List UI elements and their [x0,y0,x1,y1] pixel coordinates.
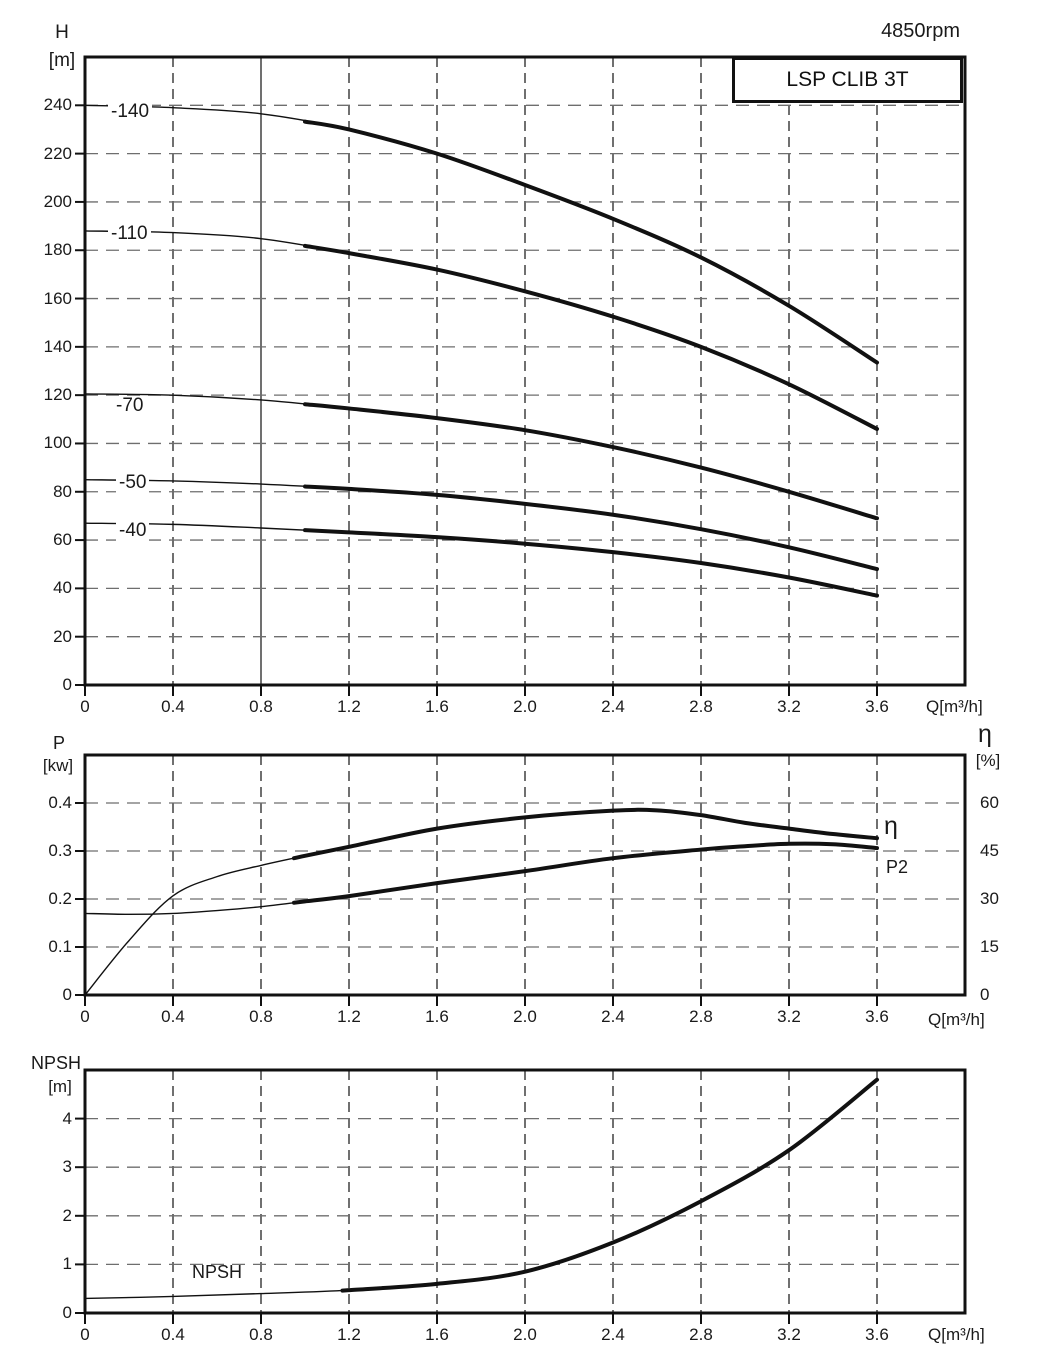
y-tick-label: 0.1 [48,937,72,956]
y-tick-label: 100 [43,433,72,453]
x-tick-label: 1.6 [425,1007,449,1026]
x-tick-label: 2.4 [601,1325,625,1344]
y-tick-label: 60 [53,530,72,550]
x-tick-label: 3.2 [777,1007,801,1026]
x-tick-label: 0 [80,697,90,716]
y-tick-label: 160 [43,288,72,308]
y-right-tick-label: 0 [980,985,990,1004]
curve-label-50: -50 [116,473,150,493]
y-tick-label: 0 [62,1303,72,1322]
y-tick-label: 80 [53,481,72,501]
x-tick-label: 3.6 [865,697,889,716]
x-tick-label: 0.8 [249,697,273,716]
y-tick-label: 0 [62,985,72,1004]
efficiency-axis-name: η [978,720,992,748]
npsh-xaxis-label: Q[m³/h] [928,1325,985,1344]
y-tick-label: 0.2 [48,889,72,908]
rpm-label: 4850rpm [881,20,960,42]
x-tick-label: 0.4 [161,1007,185,1026]
efficiency-axis-unit: [%] [975,751,1001,770]
y-right-tick-label: 30 [980,889,999,908]
x-tick-label: 2.4 [601,697,625,716]
y-tick-label: 240 [43,95,72,115]
x-tick-label: 0.8 [249,1007,273,1026]
x-tick-label: 2.8 [689,1007,713,1026]
head-axis-unit: [m] [48,50,76,71]
x-tick-label: 3.2 [777,697,801,716]
x-tick-label: 2.0 [513,1325,537,1344]
power-axis-unit: [kw] [42,756,74,775]
x-tick-label: 1.2 [337,697,361,716]
curve-label-40: -40 [116,521,150,541]
y-tick-label: 0 [62,675,72,694]
x-tick-label: 2.8 [689,1325,713,1344]
y-tick-label: 200 [43,191,72,211]
y-tick-label: 40 [53,578,72,598]
y-tick-label: 120 [43,385,72,405]
curve-label-110: -110 [108,224,151,244]
x-tick-label: 2.0 [513,697,537,716]
curve-label-npsh: NPSH [192,1262,243,1282]
x-tick-label: 0 [80,1325,90,1344]
y-right-tick-label: 15 [980,937,999,956]
x-tick-label: 1.2 [337,1007,361,1026]
npsh-axis-unit: [m] [48,1077,72,1096]
x-tick-label: 2.4 [601,1007,625,1026]
y-right-tick-label: 45 [980,841,999,860]
x-tick-label: 0.8 [249,1325,273,1344]
curve-label-eta: η [884,812,898,840]
y-tick-label: 4 [62,1108,72,1128]
y-tick-label: 3 [62,1157,72,1177]
x-tick-label: 1.6 [425,1325,449,1344]
y-tick-label: 0.3 [48,841,72,860]
x-tick-label: 0 [80,1007,90,1026]
y-tick-label: 180 [43,240,72,260]
y-tick-label: 1 [62,1254,72,1274]
model-box: LSP CLIB 3T [732,57,963,103]
head-xaxis-label: Q[m³/h] [926,697,983,716]
x-tick-label: 3.2 [777,1325,801,1344]
curve-label-140: -140 [108,102,153,122]
x-tick-label: 3.6 [865,1325,889,1344]
y-tick-label: 0.4 [48,793,72,812]
power-axis-name: P [52,733,65,753]
model-label: LSP CLIB 3T [786,68,909,91]
y-tick-label: 20 [53,626,72,646]
y-right-tick-label: 60 [980,793,999,812]
y-tick-label: 220 [43,143,72,163]
x-tick-label: 0.4 [161,697,185,716]
y-tick-label: 2 [62,1205,72,1225]
power-xaxis-label: Q[m³/h] [928,1010,985,1029]
x-tick-label: 0.4 [161,1325,185,1344]
y-tick-label: 140 [43,336,72,356]
curve-label-70: -70 [113,396,147,416]
npsh-axis-name: NPSH [30,1053,81,1073]
x-tick-label: 1.6 [425,697,449,716]
curve-label-p2: P2 [886,857,909,877]
x-tick-label: 3.6 [865,1007,889,1026]
x-tick-label: 1.2 [337,1325,361,1344]
x-tick-label: 2.8 [689,697,713,716]
x-tick-label: 2.0 [513,1007,537,1026]
head-axis-name: H [55,22,69,43]
